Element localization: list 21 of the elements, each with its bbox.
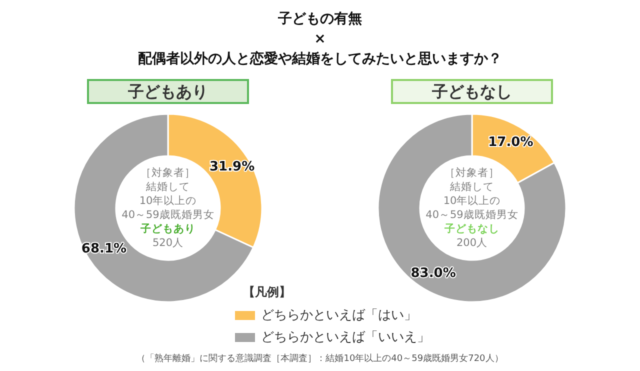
legend-title: 【凡例】 [243,285,291,299]
data-label: 83.0% [410,266,456,281]
slice-label: 子どもなし [431,82,512,101]
text: 520人 [152,237,184,249]
text: ［対象者］ [140,166,196,179]
data-label: 17.0% [488,135,534,150]
text: 子どもなし [444,223,500,235]
legend-label: どちらかといえば「いいえ」 [261,330,430,345]
text: （「熟年離婚」に関する意識調査［本調査］：結婚10年以上の40～59歳既婚男女720人） [136,353,504,364]
text: 子どもあり [140,223,196,235]
text: 40～59歳既婚男女 [122,208,214,221]
chart-title: 子どもの有無 × 配偶者以外の人と恋愛や結婚をしてみたいと思いますか？ [138,11,502,67]
text: 10年以上の [443,194,501,207]
slice-label: 子どもあり [127,82,208,101]
text: 結婚して [449,181,494,193]
legend-label: どちらかといえば「はい」 [261,308,417,323]
text: 200人 [456,237,488,249]
text: 10年以上の [139,194,197,207]
text: 40～59歳既婚男女 [426,208,518,221]
text: 結婚して [145,181,190,193]
text: ［対象者］ [444,166,500,179]
